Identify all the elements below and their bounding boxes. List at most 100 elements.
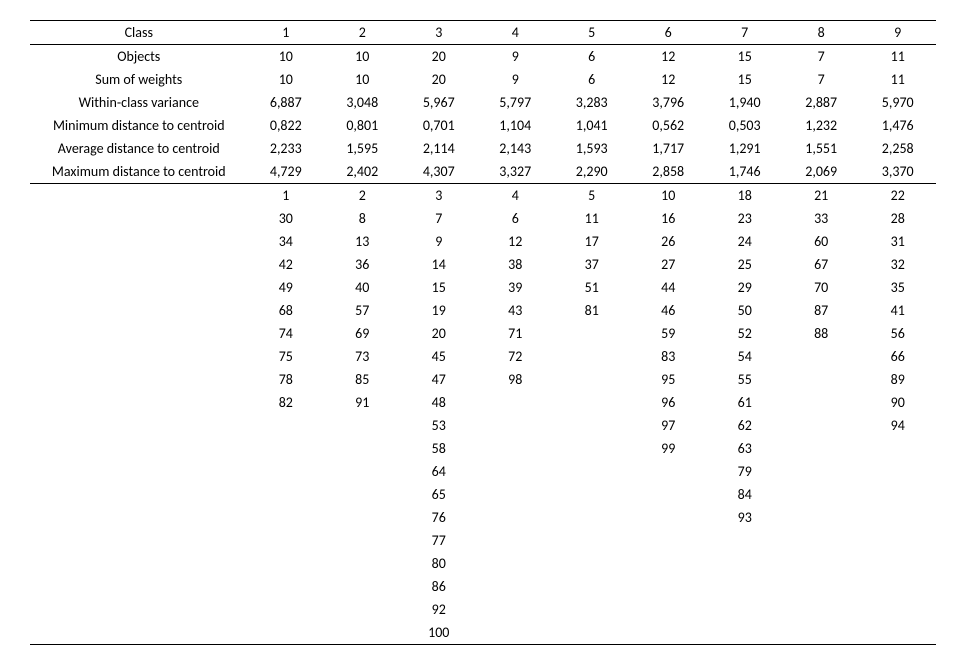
member-cell	[783, 621, 859, 645]
stat-cell: 1,595	[324, 137, 400, 160]
member-cell	[783, 529, 859, 552]
member-cell: 100	[401, 621, 477, 645]
stat-cell: 11	[859, 68, 936, 91]
member-cell: 47	[401, 368, 477, 391]
stat-cell: 15	[706, 45, 782, 69]
member-cell: 4	[477, 184, 553, 208]
member-cell: 43	[477, 299, 553, 322]
stat-cell: 6	[553, 68, 629, 91]
member-cell: 91	[324, 391, 400, 414]
member-cell	[324, 575, 400, 598]
member-cell: 88	[783, 322, 859, 345]
member-cell	[630, 483, 706, 506]
member-cell	[706, 575, 782, 598]
stat-cell: 1,291	[706, 137, 782, 160]
member-cell	[783, 575, 859, 598]
member-cell	[630, 598, 706, 621]
table-head: Class123456789	[30, 21, 936, 45]
member-cell: 87	[783, 299, 859, 322]
member-cell	[630, 506, 706, 529]
stat-cell: 4,729	[248, 160, 324, 184]
class-header: 2	[324, 21, 400, 45]
stat-cell: 1,104	[477, 114, 553, 137]
member-cell	[859, 483, 936, 506]
stat-cell: 6,887	[248, 91, 324, 114]
stat-cell: 20	[401, 45, 477, 69]
member-cell	[248, 506, 324, 529]
member-cell: 10	[630, 184, 706, 208]
stat-cell: 3,283	[553, 91, 629, 114]
member-cell	[706, 552, 782, 575]
stat-cell: 1,593	[553, 137, 629, 160]
member-cell	[859, 437, 936, 460]
stat-row-label: Average distance to centroid	[30, 137, 248, 160]
member-cell	[477, 506, 553, 529]
member-row-label	[30, 552, 248, 575]
stat-cell: 6	[553, 45, 629, 69]
member-cell: 17	[553, 230, 629, 253]
member-cell	[553, 368, 629, 391]
stat-cell: 5,970	[859, 91, 936, 114]
member-cell: 55	[706, 368, 782, 391]
member-cell	[783, 414, 859, 437]
member-cell: 78	[248, 368, 324, 391]
member-cell: 74	[248, 322, 324, 345]
member-cell: 62	[706, 414, 782, 437]
member-row-label	[30, 322, 248, 345]
stat-cell: 9	[477, 45, 553, 69]
member-cell	[553, 460, 629, 483]
member-row-label	[30, 207, 248, 230]
class-header: 5	[553, 21, 629, 45]
member-cell: 84	[706, 483, 782, 506]
member-cell: 12	[477, 230, 553, 253]
stat-row-label: Sum of weights	[30, 68, 248, 91]
class-header: 6	[630, 21, 706, 45]
member-cell	[706, 621, 782, 645]
member-cell: 49	[248, 276, 324, 299]
stat-cell: 0,801	[324, 114, 400, 137]
stat-cell: 3,048	[324, 91, 400, 114]
member-cell	[477, 621, 553, 645]
member-cell	[324, 598, 400, 621]
member-cell: 89	[859, 368, 936, 391]
member-cell	[706, 529, 782, 552]
member-cell: 77	[401, 529, 477, 552]
stat-cell: 4,307	[401, 160, 477, 184]
stat-cell: 10	[324, 68, 400, 91]
stat-cell: 1,476	[859, 114, 936, 137]
member-cell: 66	[859, 345, 936, 368]
member-cell	[553, 437, 629, 460]
member-cell	[248, 529, 324, 552]
member-cell: 94	[859, 414, 936, 437]
member-cell	[248, 621, 324, 645]
member-cell	[477, 552, 553, 575]
member-cell: 38	[477, 253, 553, 276]
member-cell: 14	[401, 253, 477, 276]
member-cell	[477, 460, 553, 483]
member-cell	[477, 575, 553, 598]
stat-cell: 2,069	[783, 160, 859, 184]
member-row-label	[30, 391, 248, 414]
member-cell: 11	[553, 207, 629, 230]
member-row-label	[30, 506, 248, 529]
stat-cell: 1,940	[706, 91, 782, 114]
member-cell: 20	[401, 322, 477, 345]
member-cell: 35	[859, 276, 936, 299]
member-cell: 70	[783, 276, 859, 299]
member-cell	[477, 483, 553, 506]
stat-cell: 2,143	[477, 137, 553, 160]
member-cell	[859, 575, 936, 598]
stat-cell: 1,746	[706, 160, 782, 184]
member-cell: 2	[324, 184, 400, 208]
member-cell: 57	[324, 299, 400, 322]
member-cell: 93	[706, 506, 782, 529]
member-cell: 83	[630, 345, 706, 368]
member-cell	[324, 621, 400, 645]
member-cell: 85	[324, 368, 400, 391]
member-cell	[248, 483, 324, 506]
stat-cell: 5,797	[477, 91, 553, 114]
member-cell: 92	[401, 598, 477, 621]
member-cell	[324, 437, 400, 460]
stat-cell: 1,041	[553, 114, 629, 137]
member-cell: 98	[477, 368, 553, 391]
